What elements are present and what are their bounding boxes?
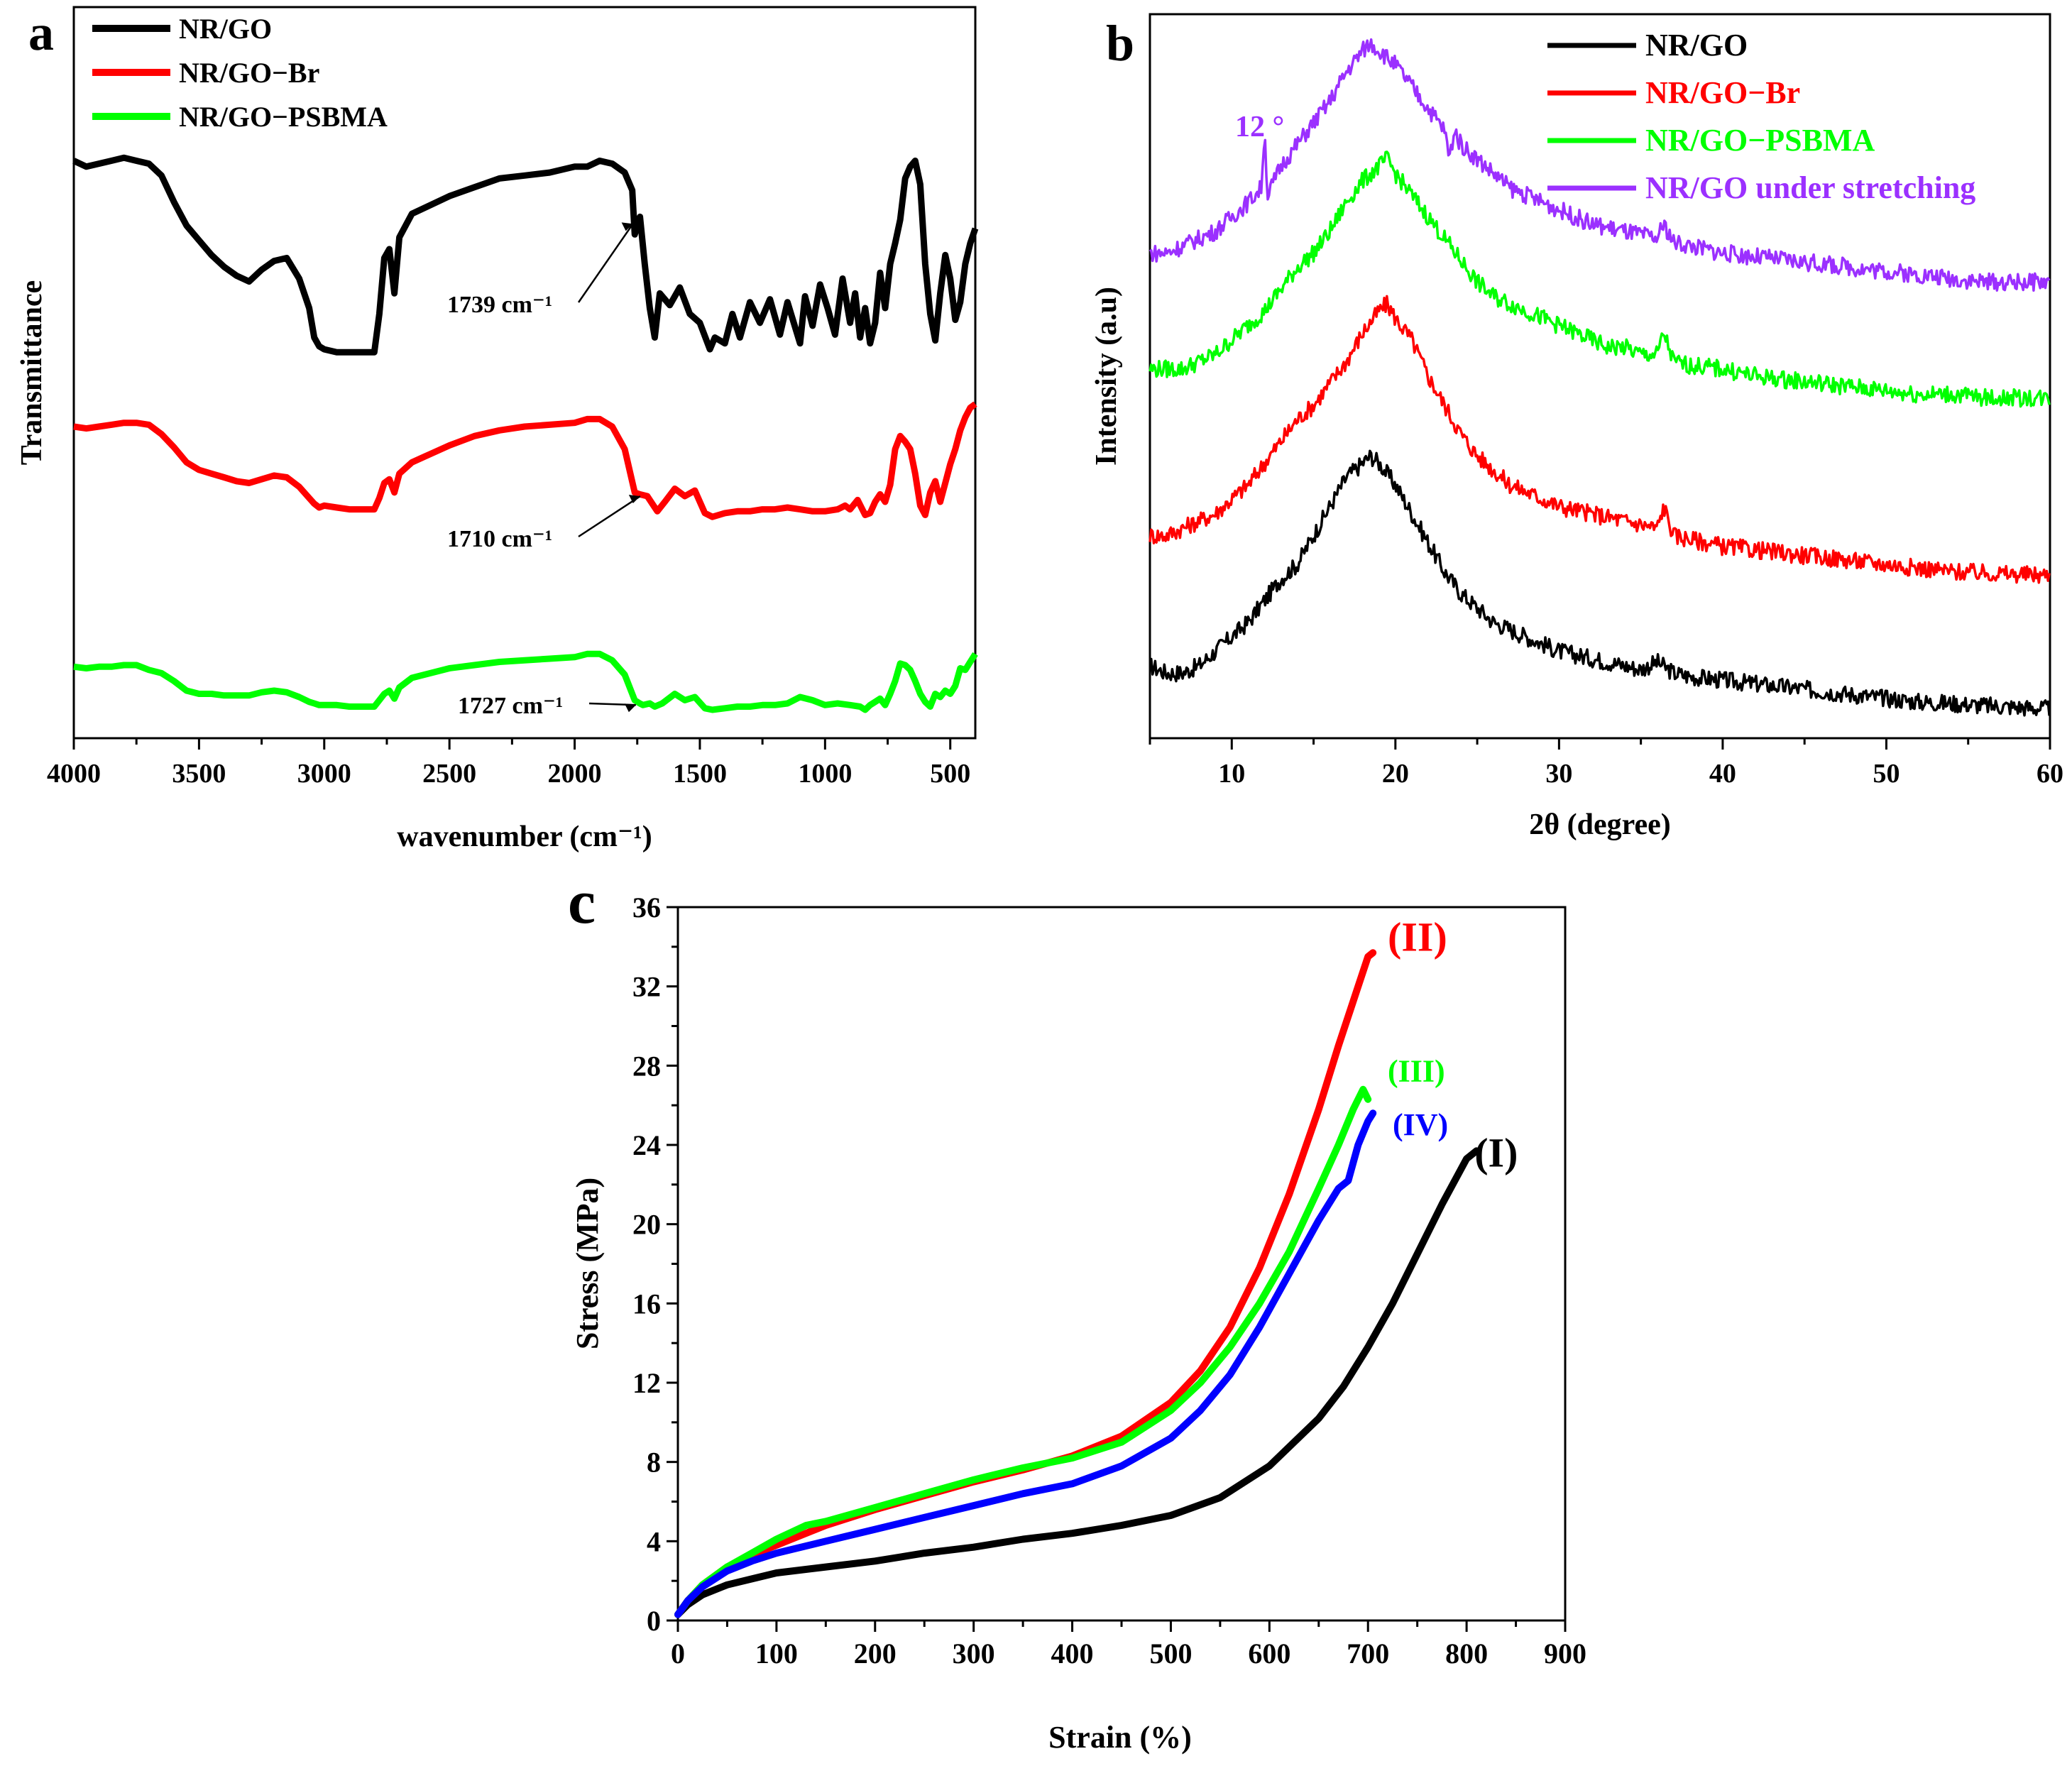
panel-b-legend-label: NR/GO under stretching [1645, 170, 1975, 205]
panel-b-annotation: 12 ° [1235, 111, 1284, 143]
panel-a-arrowhead [621, 222, 633, 231]
panel-b-series-2 [1149, 295, 2051, 584]
panel-c-ytick-label: 4 [647, 1525, 661, 1557]
panel-a-frame [72, 6, 977, 740]
panel-c-stress-strain-chart: 0 100 200 300 400 500 600 700 800 900 0 4 8 12 16 20 24… [570, 892, 1586, 1755]
panel-c-ylabel: Stress (MPa) [570, 1178, 605, 1349]
panel-c-xtick-label: 600 [1248, 1638, 1290, 1669]
panel-c-ytick-label: 8 [647, 1447, 661, 1479]
panel-c-series-4 [674, 1109, 1377, 1618]
panel-c-ytick-label: 20 [632, 1209, 661, 1241]
panel-a-annotation: 1710 cm⁻¹ [447, 526, 552, 552]
panel-b-series-3 [1149, 150, 2051, 408]
panel-a-xtick-label: 3000 [297, 759, 351, 789]
panel-c-series-1 [674, 1147, 1480, 1618]
panel-c-xtick-label: 900 [1544, 1638, 1586, 1669]
panel-c-xtick-label: 0 [671, 1638, 685, 1669]
panel-a-xtick-label: 1000 [798, 759, 852, 789]
panel-c-curve-label: (I) [1474, 1130, 1518, 1176]
panel-b-xtick-label: 60 [2037, 759, 2063, 789]
panel-c-ytick-label: 36 [632, 892, 661, 923]
panel-b-xtick-label: 50 [1873, 759, 1900, 789]
panel-a-xlabel: wavenumber (cm⁻¹) [397, 821, 652, 853]
panel-a-xtick-label: 2000 [548, 759, 602, 789]
panel-a-xtick-label: 500 [930, 759, 970, 789]
panel-a-ylabel: Transmittance [16, 280, 48, 466]
panel-a-xtick-label: 4000 [47, 759, 101, 789]
panel-a-series-3 [73, 650, 978, 713]
panel-c-xtick-label: 200 [854, 1638, 897, 1669]
panel-b-xtick-label: 20 [1382, 759, 1409, 789]
panel-a-legend-label: NR/GO [179, 13, 272, 45]
panel-a-arrowhead [628, 495, 640, 504]
panel-c-ytick-label: 0 [647, 1605, 661, 1637]
panel-b-frame [1149, 13, 2051, 740]
panel-a-xtick-label: 2500 [422, 759, 476, 789]
panel-b-xrd-chart: 10 20 30 40 50 60 NR/GO NR/GO−Br NR/GO−PSBMA NR/… [1090, 13, 2063, 841]
panel-c-frame [676, 906, 1567, 1622]
panel-b-series-1 [1150, 449, 2051, 717]
panel-letter-a: a [28, 4, 54, 61]
panel-c-ytick-label: 28 [632, 1050, 661, 1082]
panel-b-legend-label: NR/GO [1645, 28, 1748, 62]
panel-b-xtick-label: 10 [1218, 759, 1245, 789]
panel-c-curve-label: (IV) [1393, 1107, 1448, 1142]
panel-a-xtick-label: 1500 [673, 759, 727, 789]
panel-b-series-4 [1149, 38, 2051, 292]
panel-a-series-1 [72, 154, 979, 356]
panel-c-ytick-label: 24 [632, 1129, 661, 1161]
panel-b-xtick-label: 40 [1709, 759, 1736, 789]
panel-c-ytick-label: 32 [632, 971, 661, 1003]
panel-c-curve-label: (III) [1388, 1054, 1445, 1089]
panel-letter-c: c [568, 868, 596, 937]
panel-a-annotation-arrow [577, 223, 634, 303]
panel-c-xtick-label: 100 [755, 1638, 798, 1669]
panel-c-series-3 [674, 1085, 1372, 1618]
panel-c-curve-label: (II) [1388, 914, 1447, 960]
panel-b-ylabel: Intensity (a.u) [1090, 287, 1123, 466]
panel-a-annotation-arrow [578, 495, 641, 538]
panel-b-xlabel: 2θ (degree) [1529, 808, 1671, 841]
panel-c-xtick-label: 400 [1051, 1638, 1094, 1669]
panel-a-xtick-label: 3500 [172, 759, 226, 789]
panel-letter-b: b [1106, 15, 1134, 72]
panel-a-annotation: 1739 cm⁻¹ [447, 292, 552, 318]
panel-a-legend-label: NR/GO−PSBMA [179, 101, 388, 133]
panel-a-ftir-chart: 4000 3500 3000 2500 2000 1500 1000 500 NR/GO NR/… [16, 6, 979, 853]
panel-c-xtick-label: 500 [1149, 1638, 1192, 1669]
panel-a-arrowhead [624, 703, 636, 713]
panel-b-legend-label: NR/GO−Br [1645, 75, 1800, 110]
panel-c-xtick-label: 700 [1347, 1638, 1389, 1669]
panel-c-xtick-label: 300 [953, 1638, 995, 1669]
panel-b-xtick-label: 30 [1545, 759, 1572, 789]
panel-c-ytick-label: 16 [632, 1288, 661, 1320]
panel-b-legend-label: NR/GO−PSBMA [1645, 123, 1875, 158]
panel-a-annotation: 1727 cm⁻¹ [458, 693, 563, 719]
panel-c-xtick-label: 800 [1445, 1638, 1488, 1669]
panel-a-legend-label: NR/GO−Br [179, 57, 319, 89]
panel-a-series-2 [73, 401, 977, 520]
panel-c-ytick-label: 12 [632, 1367, 661, 1399]
panel-c-xlabel: Strain (%) [1048, 1720, 1192, 1755]
